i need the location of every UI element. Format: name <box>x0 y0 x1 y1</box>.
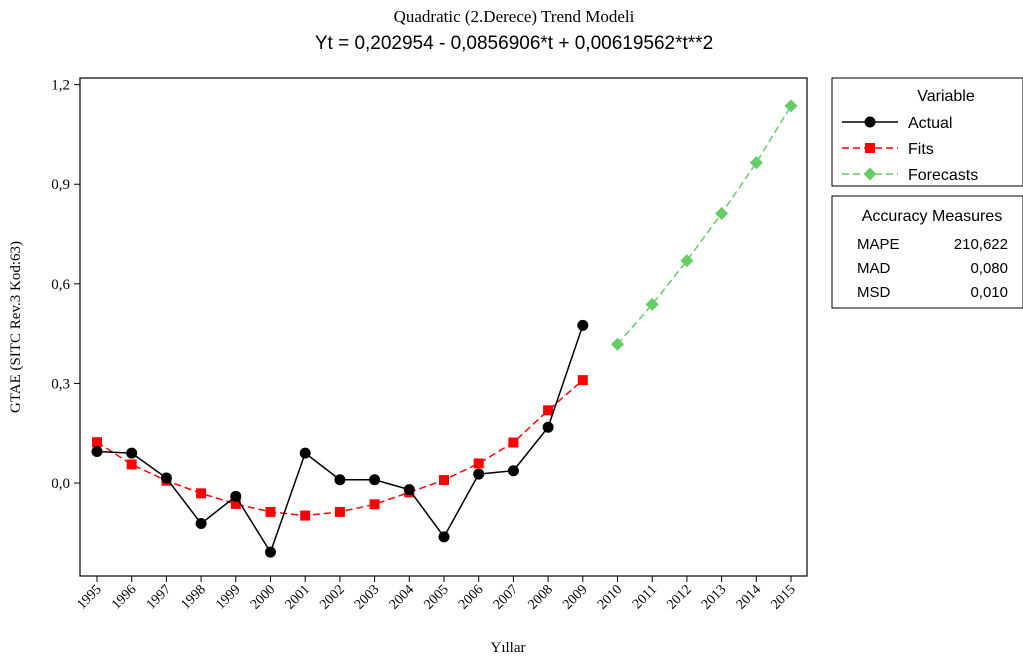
y-tick-label: 1,2 <box>51 78 70 94</box>
legend-label: Actual <box>908 115 952 132</box>
x-tick-label: 2011 <box>630 582 660 612</box>
data-point-fits <box>473 458 484 469</box>
accuracy-title: Accuracy Measures <box>862 208 1003 225</box>
data-point-actual <box>369 474 381 486</box>
accuracy-value: 210,622 <box>954 236 1008 253</box>
data-point-forecasts <box>680 254 694 268</box>
accuracy-label: MSD <box>857 284 891 301</box>
data-point-fits <box>265 506 276 517</box>
data-point-actual <box>126 447 138 459</box>
legend-label: Fits <box>908 141 934 158</box>
x-tick-label: 2015 <box>768 582 798 612</box>
data-point-actual <box>230 490 242 502</box>
x-tick-label: 1997 <box>144 582 174 612</box>
data-point-actual <box>473 468 485 480</box>
x-tick-label: 2012 <box>664 582 694 612</box>
series-forecasts <box>611 99 798 351</box>
x-axis-label: Yıllar <box>491 640 526 656</box>
data-point-actual <box>160 472 172 484</box>
series-layer <box>91 99 798 558</box>
data-point-fits <box>196 488 207 499</box>
x-tick-label: 2006 <box>456 582 486 612</box>
legend-box <box>831 77 1023 187</box>
x-tick-label: 2008 <box>526 582 556 612</box>
x-tick-label: 1995 <box>74 582 104 612</box>
x-tick-label: 2002 <box>317 582 347 612</box>
x-tick-label: 2003 <box>352 582 382 612</box>
data-point-fits <box>543 405 554 416</box>
legend-marker <box>865 143 875 153</box>
legend-item-fits: Fits <box>842 141 934 158</box>
chart-subtitle: Yt = 0,202954 - 0,0856906*t + 0,00619562… <box>315 33 713 54</box>
data-point-actual <box>91 446 103 457</box>
data-point-forecasts <box>645 297 659 311</box>
data-point-fits <box>300 510 311 521</box>
series-line-fits <box>96 379 584 517</box>
data-point-fits <box>334 506 345 517</box>
y-tick-label: 0,3 <box>51 376 70 392</box>
data-point-actual <box>265 546 276 558</box>
y-tick-label: 0,6 <box>51 277 70 293</box>
data-point-fits <box>126 459 137 470</box>
series-fits <box>92 375 588 521</box>
data-point-fits <box>577 375 588 386</box>
accuracy-value: 0,080 <box>970 260 1008 277</box>
data-point-forecasts <box>715 206 729 220</box>
data-point-actual <box>403 484 415 496</box>
chart-title: Quadratic (2.Derece) Trend Modeli <box>394 7 635 26</box>
data-point-forecasts <box>749 156 763 170</box>
x-tick-label: 2010 <box>595 582 625 612</box>
x-tick-label: 2005 <box>421 582 451 612</box>
accuracy-measures: Accuracy Measures MAPE 210,622 MAD 0,080 MSD… <box>831 195 1023 309</box>
y-axis: 0,0 0,3 0,6 0,9 1,2 <box>51 78 80 492</box>
accuracy-value: 0,010 <box>970 284 1008 301</box>
data-point-fits <box>508 437 519 448</box>
data-point-actual <box>195 518 207 530</box>
legend-item-actual: Actual <box>842 115 952 132</box>
legend: Variable Actual Fits Forecasts <box>831 77 1023 187</box>
x-tick-label: 1998 <box>179 582 209 612</box>
data-point-forecasts <box>784 99 798 113</box>
accuracy-label: MAPE <box>857 236 900 253</box>
legend-item-forecasts: Forecasts <box>842 167 978 184</box>
x-tick-label: 2001 <box>283 582 313 612</box>
data-point-actual <box>542 421 554 433</box>
data-point-actual <box>438 531 450 543</box>
x-tick-label: 1996 <box>109 582 139 612</box>
series-line-forecasts <box>616 105 792 345</box>
y-axis-label: GTAE (SITC Rev.3 Kod:63) <box>8 241 24 413</box>
legend-label: Forecasts <box>908 167 978 184</box>
data-point-actual <box>299 447 311 459</box>
data-point-forecasts <box>611 337 624 351</box>
series-actual <box>91 319 589 558</box>
legend-marker <box>864 116 876 128</box>
data-point-actual <box>334 474 346 486</box>
data-point-fits <box>92 437 102 448</box>
accuracy-label: MAD <box>857 260 891 277</box>
y-tick-label: 0,0 <box>51 476 70 492</box>
y-tick-label: 0,9 <box>51 177 70 193</box>
data-point-actual <box>507 465 519 477</box>
data-point-fits <box>230 498 241 509</box>
data-point-fits <box>369 499 380 510</box>
x-tick-label: 2013 <box>699 582 729 612</box>
x-tick-label: 2009 <box>560 582 590 612</box>
x-tick-label: 2000 <box>248 582 278 612</box>
x-tick-label: 1999 <box>213 582 243 612</box>
x-tick-label: 2004 <box>387 582 417 612</box>
accuracy-box <box>831 195 1023 309</box>
plot-area <box>79 77 808 577</box>
x-axis: 1995 1996 1997 1998 1999 2000 2001 2002 2003 2004… <box>74 576 799 613</box>
x-tick-label: 2007 <box>491 582 521 612</box>
x-tick-label: 2014 <box>734 582 764 612</box>
data-point-fits <box>439 475 449 486</box>
legend-marker <box>863 167 877 181</box>
data-point-actual <box>577 319 589 331</box>
legend-title: Variable <box>917 88 975 105</box>
